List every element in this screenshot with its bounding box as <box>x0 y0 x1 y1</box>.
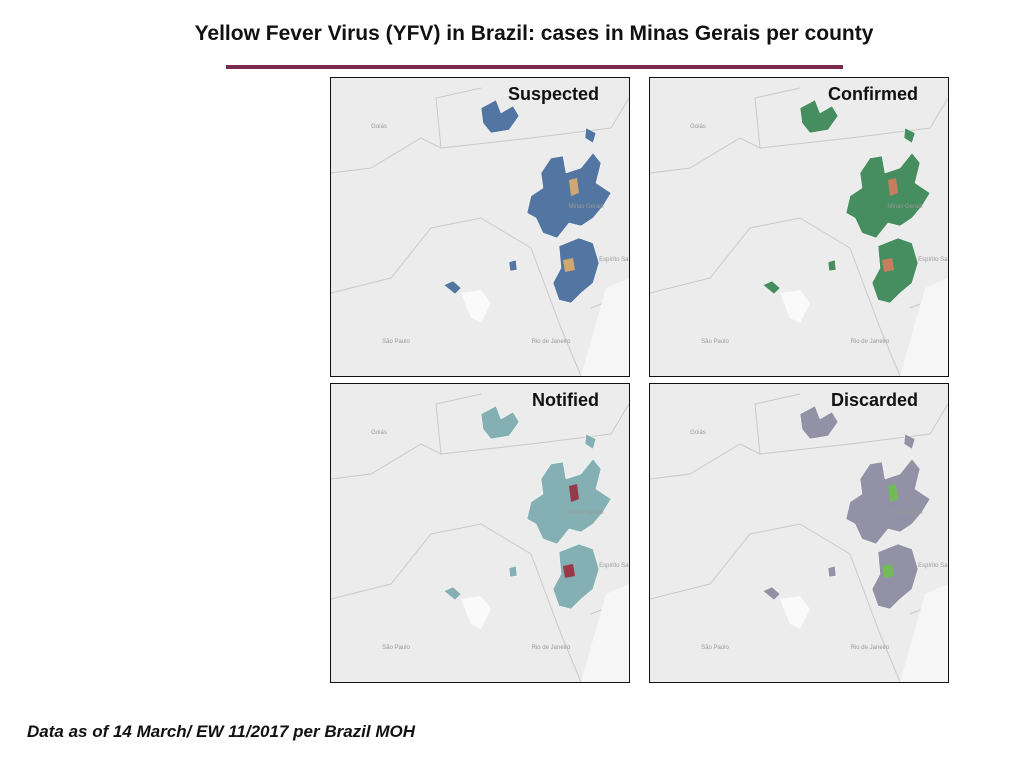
ocean <box>581 278 629 376</box>
map-place-label: São Paulo <box>382 339 410 345</box>
county-highlight <box>888 484 898 502</box>
map-place-label: Goiás <box>371 430 387 436</box>
county-region <box>871 543 919 610</box>
county-region <box>903 127 916 144</box>
state-border <box>650 393 801 480</box>
state-border <box>331 523 532 600</box>
map-place-label: Rio de Janeiro <box>532 645 571 651</box>
state-border <box>530 247 582 376</box>
state-border <box>440 97 629 149</box>
county-region <box>480 99 520 134</box>
county-region <box>762 280 781 295</box>
footer-note: Data as of 14 March/ EW 11/2017 per Braz… <box>27 722 415 741</box>
county-region <box>827 565 837 578</box>
county-region <box>845 458 931 545</box>
county-region <box>443 280 462 295</box>
state-border <box>440 403 629 455</box>
panel-label: Notified <box>532 390 599 410</box>
reservoir <box>780 290 810 323</box>
county-region <box>827 259 837 272</box>
panel-label: Suspected <box>507 84 599 104</box>
map-place-label: Espírito Santo <box>599 257 629 263</box>
county-highlight <box>882 564 894 578</box>
map: Goiás Minas Gerais Espírito Santo São Paulo… <box>650 393 948 682</box>
map-panel: Goiás Minas Gerais Espírito Santo São Paulo… <box>330 77 630 377</box>
map-place-label: Espírito Santo <box>918 563 948 569</box>
map-place-label: Minas Gerais <box>887 204 922 210</box>
county-region <box>552 543 600 610</box>
county-highlight <box>563 564 575 578</box>
ocean <box>581 584 629 682</box>
county-highlight <box>563 258 575 272</box>
county-highlight <box>888 178 898 196</box>
reservoir <box>461 596 491 629</box>
state-border <box>849 247 901 376</box>
map-place-label: Espírito Santo <box>599 563 629 569</box>
county-region <box>871 237 919 304</box>
map-place-label: Goiás <box>690 124 706 130</box>
map-place-label: Minas Gerais <box>887 510 922 516</box>
reservoir <box>461 290 491 323</box>
panel-label: Discarded <box>830 390 918 410</box>
map: Goiás Minas Gerais Espírito Santo São Paulo… <box>650 87 948 376</box>
state-border <box>650 217 851 294</box>
county-region <box>799 405 839 440</box>
map-place-label: Minas Gerais <box>568 204 603 210</box>
map: Goiás Minas Gerais Espírito Santo São Paulo… <box>331 393 629 682</box>
map-panel: Goiás Minas Gerais Espírito Santo São Paulo… <box>649 383 949 683</box>
map-panel: Goiás Minas Gerais Espírito Santo São Paulo… <box>649 77 949 377</box>
slide-title: Yellow Fever Virus (YFV) in Brazil: case… <box>194 22 874 45</box>
county-region <box>799 99 839 134</box>
map-place-label: Goiás <box>371 124 387 130</box>
county-highlight <box>882 258 894 272</box>
map-panel: Goiás Minas Gerais Espírito Santo São Paulo… <box>330 383 630 683</box>
county-region <box>443 586 462 601</box>
county-region <box>584 433 597 450</box>
county-region <box>526 152 612 239</box>
state-border <box>759 97 948 149</box>
county-highlight <box>569 484 579 502</box>
map-place-label: Rio de Janeiro <box>851 339 890 345</box>
county-highlight <box>569 178 579 196</box>
county-region <box>903 433 916 450</box>
map-place-label: São Paulo <box>701 645 729 651</box>
map-place-label: Espírito Santo <box>918 257 948 263</box>
state-border <box>650 523 851 600</box>
state-border <box>759 403 948 455</box>
state-border <box>849 553 901 682</box>
map-place-label: São Paulo <box>701 339 729 345</box>
ocean <box>900 278 948 376</box>
county-region <box>508 565 518 578</box>
county-region <box>762 586 781 601</box>
state-border <box>331 393 482 480</box>
county-region <box>552 237 600 304</box>
state-border <box>331 217 532 294</box>
map-place-label: Rio de Janeiro <box>851 645 890 651</box>
map-place-label: Rio de Janeiro <box>532 339 571 345</box>
county-region <box>480 405 520 440</box>
ocean <box>900 584 948 682</box>
county-region <box>526 458 612 545</box>
state-border <box>650 87 801 174</box>
panel-label: Confirmed <box>828 84 918 104</box>
title-rule <box>226 65 843 69</box>
map: Goiás Minas Gerais Espírito Santo São Paulo… <box>331 87 629 376</box>
state-border <box>331 87 482 174</box>
county-region <box>508 259 518 272</box>
map-place-label: Minas Gerais <box>568 510 603 516</box>
county-region <box>584 127 597 144</box>
map-place-label: São Paulo <box>382 645 410 651</box>
map-place-label: Goiás <box>690 430 706 436</box>
state-border <box>530 553 582 682</box>
county-region <box>845 152 931 239</box>
reservoir <box>780 596 810 629</box>
